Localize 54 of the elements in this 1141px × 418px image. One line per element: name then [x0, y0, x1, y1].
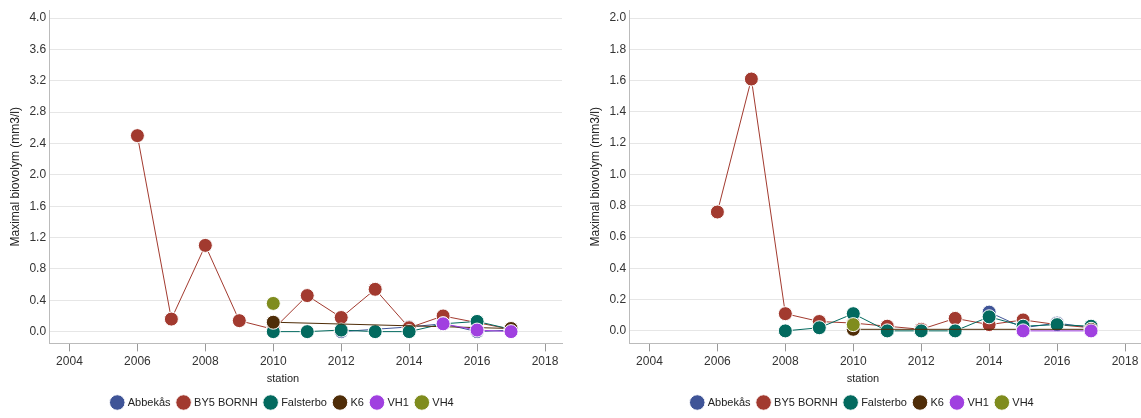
- y-axis-title: Maximal biovolym (mm3/l): [587, 107, 602, 247]
- x-tick-label: 2016: [463, 353, 491, 368]
- y-tick-label: 1.2: [29, 229, 47, 244]
- legend-label: Abbekås: [707, 395, 752, 408]
- y-tick-label: 0.8: [609, 198, 627, 213]
- x-tick-label: 2010: [259, 353, 287, 368]
- legend-label: BY5 BORNH: [774, 395, 838, 408]
- x-tick-label: 2014: [395, 353, 423, 368]
- x-tick-label: 2004: [636, 353, 664, 368]
- y-tick-label: 4.0: [29, 10, 47, 25]
- y-tick-label: 2.0: [609, 10, 627, 25]
- legend-label: BY5 BORNH: [194, 395, 258, 408]
- y-tick-label: 1.8: [609, 41, 627, 56]
- x-tick-label: 2018: [1111, 353, 1139, 368]
- legend-label: Falsterbo: [861, 395, 907, 408]
- x-tick-label: 2016: [1043, 353, 1071, 368]
- legend-label: Falsterbo: [281, 395, 327, 408]
- y-tick-label: 0.8: [29, 261, 47, 276]
- x-tick-label: 2014: [975, 353, 1003, 368]
- x-tick-label: 2006: [704, 353, 732, 368]
- y-tick-label: 2.4: [29, 135, 47, 150]
- x-tick-label: 2010: [839, 353, 867, 368]
- y-tick-label: 0.0: [29, 323, 47, 338]
- legend-label: K6: [350, 395, 364, 408]
- y-axis-title: Maximal biovolym (mm3/l): [7, 107, 22, 247]
- y-tick-label: 1.4: [609, 104, 627, 119]
- x-tick-label: 2012: [907, 353, 935, 368]
- y-tick-label: 2.8: [29, 104, 47, 119]
- y-tick-label: 0.4: [609, 260, 627, 275]
- y-tick-label: 0.0: [609, 323, 627, 338]
- y-tick-label: 0.6: [609, 229, 627, 244]
- y-tick-label: 1.6: [29, 198, 47, 213]
- x-tick-label: 2004: [56, 353, 84, 368]
- y-tick-label: 1.2: [609, 135, 627, 150]
- x-tick-label: 2008: [771, 353, 799, 368]
- x-tick-label: 2012: [327, 353, 355, 368]
- y-tick-label: 0.2: [609, 291, 627, 306]
- legend-label: VH4: [1012, 395, 1034, 408]
- y-tick-label: 3.2: [29, 73, 47, 88]
- x-tick-label: 2018: [531, 353, 559, 368]
- y-tick-label: 1.6: [609, 72, 627, 87]
- legend-label: VH1: [387, 395, 409, 408]
- legend-title: station: [266, 372, 300, 385]
- y-tick-label: 3.6: [29, 41, 47, 56]
- legend-label: Abbekås: [127, 395, 172, 408]
- y-tick-label: 1.0: [609, 166, 627, 181]
- x-tick-label: 2008: [191, 353, 219, 368]
- y-tick-label: 2.0: [29, 167, 47, 182]
- legend-title: station: [846, 372, 880, 385]
- legend-label: VH1: [967, 395, 989, 408]
- x-tick-label: 2006: [124, 353, 152, 368]
- legend-label: K6: [930, 395, 944, 408]
- y-tick-label: 0.4: [29, 292, 47, 307]
- legend-label: VH4: [432, 395, 454, 408]
